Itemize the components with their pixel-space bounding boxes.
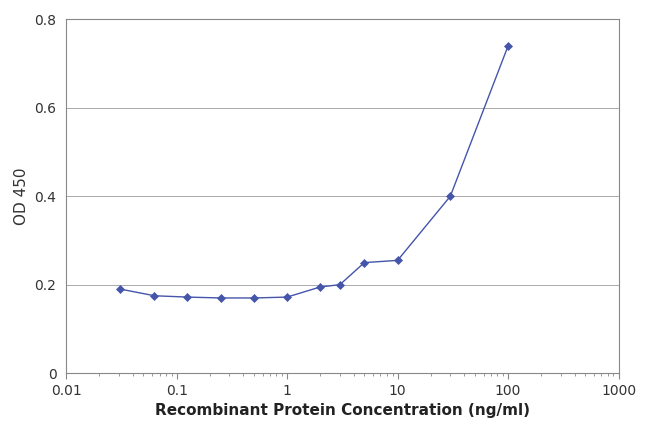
Y-axis label: OD 450: OD 450: [14, 168, 29, 225]
X-axis label: Recombinant Protein Concentration (ng/ml): Recombinant Protein Concentration (ng/ml…: [155, 403, 530, 418]
